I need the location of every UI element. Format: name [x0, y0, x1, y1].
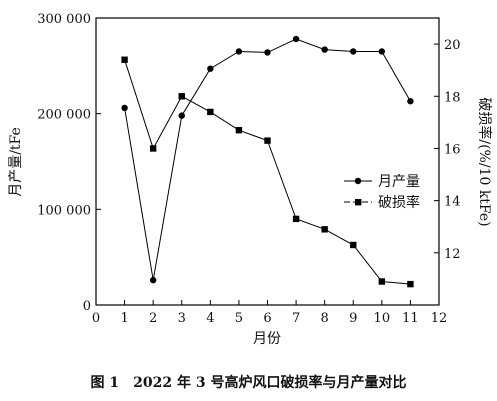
- series-line-production: [124, 38, 411, 281]
- x-tick-label: 10: [374, 311, 391, 326]
- data-point-production: [264, 49, 271, 56]
- left-y-tick-label: 200 000: [37, 108, 91, 123]
- x-tick-label: 12: [431, 311, 448, 326]
- x-tick-label: 5: [235, 311, 243, 326]
- x-tick-label: 8: [321, 311, 329, 326]
- data-point-damage-rate: [121, 56, 128, 63]
- data-point-production: [235, 48, 243, 55]
- legend-marker-production: [354, 177, 362, 185]
- left-y-tick-label: 300 000: [37, 12, 91, 27]
- x-tick-label: 6: [263, 311, 271, 326]
- right-y-tick-label: 14: [444, 195, 461, 210]
- x-tick-label: 3: [178, 311, 186, 326]
- x-tick-label: 9: [349, 311, 357, 326]
- left-y-tick-label: 100 000: [37, 203, 91, 218]
- data-point-damage-rate: [350, 241, 357, 249]
- right-y-tick-label: 16: [444, 142, 461, 157]
- data-point-damage-rate: [378, 278, 386, 285]
- x-tick-label: 2: [149, 311, 157, 326]
- legend-label-production: 月产量: [378, 174, 420, 190]
- data-point-production: [207, 65, 214, 72]
- x-tick-label: 1: [120, 311, 128, 326]
- data-point-damage-rate: [178, 93, 185, 100]
- data-point-production: [121, 104, 128, 112]
- x-tick-label: 7: [292, 311, 300, 326]
- data-point-production: [378, 48, 386, 55]
- left-y-axis-title: 月产量/tFe: [8, 127, 24, 197]
- legend-marker-damage-rate: [355, 199, 362, 206]
- data-point-production: [350, 48, 357, 55]
- data-point-production: [178, 112, 185, 119]
- right-y-tick-label: 12: [444, 247, 461, 262]
- data-point-damage-rate: [292, 215, 300, 223]
- series-layer: [121, 35, 414, 288]
- data-point-production: [149, 276, 157, 284]
- right-y-axis-ticks: 12 14 16 18 20: [434, 38, 461, 306]
- series-line-damage-rate: [124, 59, 411, 285]
- data-point-damage-rate: [235, 126, 243, 134]
- x-tick-label: 4: [206, 311, 214, 326]
- figure-caption: 图 1 2022 年 3 号高炉风口破损率与月产量对比: [90, 375, 407, 391]
- data-point-damage-rate: [264, 137, 271, 144]
- data-point-production: [321, 46, 328, 53]
- right-y-tick-label: 18: [444, 90, 461, 105]
- data-point-damage-rate: [407, 280, 414, 288]
- x-axis-ticks: 0 1 2 3 4 5 6 7 8 9 10 11 12: [92, 300, 447, 326]
- data-point-damage-rate: [321, 226, 328, 233]
- left-y-axis-ticks: 0 100 000 200 000 300 000: [37, 12, 101, 314]
- x-axis-title: 月份: [253, 331, 281, 347]
- data-point-damage-rate: [207, 108, 214, 116]
- data-point-production: [407, 98, 414, 105]
- x-tick-label: 0: [92, 311, 100, 326]
- legend-label-damage-rate: 破损率: [378, 194, 420, 211]
- left-y-tick-label: 0: [83, 299, 91, 314]
- legend: 月产量 破损率: [344, 174, 420, 211]
- right-y-axis-title: 破损率/(%/10 ktFe): [476, 97, 493, 226]
- x-tick-label: 11: [402, 311, 419, 326]
- data-point-production: [292, 35, 300, 43]
- data-point-damage-rate: [149, 145, 157, 152]
- right-y-tick-label: 20: [444, 38, 461, 53]
